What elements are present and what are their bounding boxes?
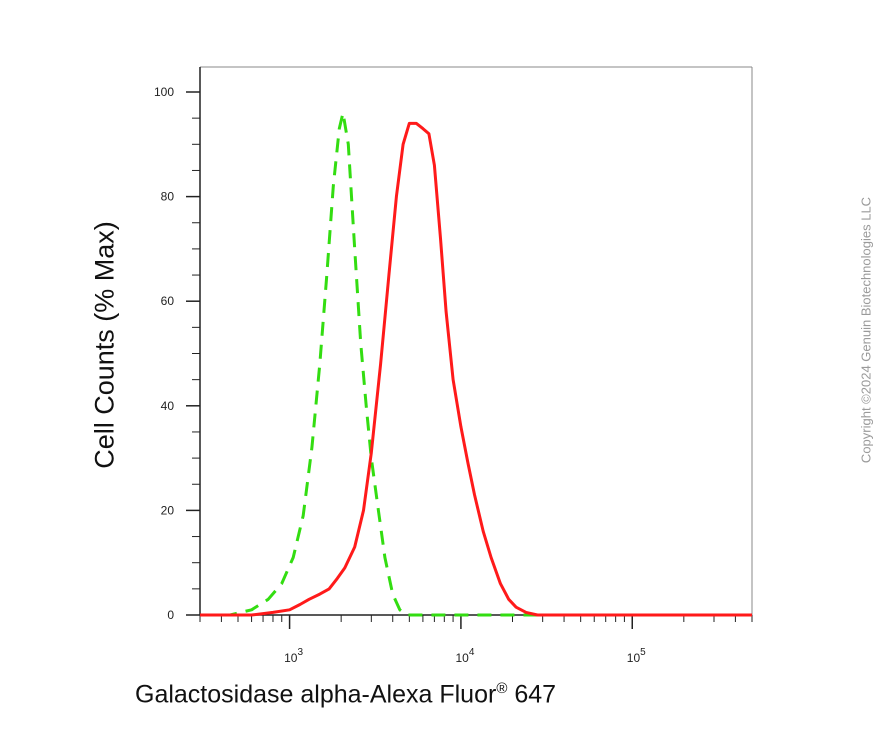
sample-series-line [200,121,752,617]
x-axis-label-suffix: 647 [514,680,557,709]
x-tick-label: 103 [284,647,303,665]
x-tick-label: 105 [627,647,646,665]
control-series-line [200,111,752,617]
registered-mark: ® [496,680,508,697]
y-tick-label: 60 [161,294,175,308]
x-axis-label: Galactosidase alpha-Alexa Fluor® 647 [135,680,556,709]
y-tick-label: 0 [167,608,174,622]
x-tick-label: 104 [455,647,474,665]
copyright-watermark: Copyright ©2024 Genuin Biotechnologies L… [858,196,874,464]
y-axis: 0 20 40 60 80 100 [154,85,200,622]
x-axis-label-text: Galactosidase alpha-Alexa Fluor [135,680,497,709]
y-tick-label: 80 [161,190,175,204]
plot-frame [199,66,753,616]
y-axis-label: Cell Counts (% Max) [89,221,120,469]
y-tick-label: 40 [161,399,175,413]
y-tick-label: 100 [154,85,174,99]
series-layer [200,111,752,617]
y-tick-label: 20 [161,503,175,517]
x-axis: 103 104 105 [199,615,753,665]
